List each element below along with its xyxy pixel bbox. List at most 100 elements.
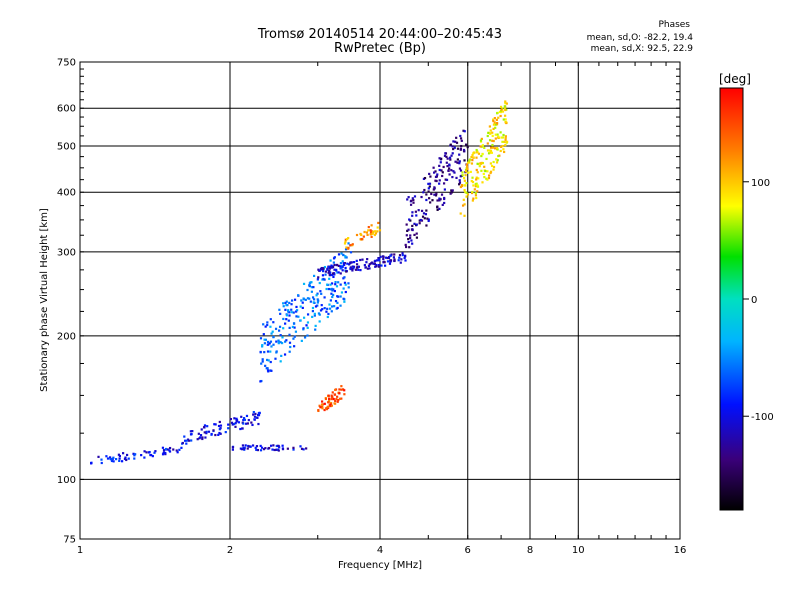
data-point xyxy=(242,418,245,422)
data-point xyxy=(434,170,437,173)
data-point xyxy=(327,401,330,404)
x-tick-label: 4 xyxy=(377,545,383,556)
data-point xyxy=(327,271,330,274)
data-point xyxy=(454,160,457,163)
data-point xyxy=(263,338,266,341)
data-point xyxy=(499,111,502,114)
data-point xyxy=(442,165,445,169)
data-point xyxy=(143,456,146,459)
data-point xyxy=(435,192,438,195)
data-point xyxy=(454,140,457,143)
data-point xyxy=(406,229,409,232)
data-point xyxy=(337,271,340,274)
data-point xyxy=(458,183,461,186)
data-point xyxy=(410,199,413,202)
data-point xyxy=(468,159,471,162)
data-point xyxy=(415,236,419,239)
data-point xyxy=(349,244,352,247)
data-point xyxy=(489,170,493,173)
data-point xyxy=(351,269,354,272)
data-point xyxy=(267,359,270,362)
data-point xyxy=(261,344,264,347)
data-point xyxy=(263,351,266,354)
data-point xyxy=(219,432,222,435)
data-point xyxy=(490,151,494,154)
data-point xyxy=(271,330,274,333)
data-point xyxy=(464,168,468,171)
data-point xyxy=(486,178,489,181)
data-point xyxy=(168,446,172,450)
data-point xyxy=(281,336,284,339)
data-point xyxy=(404,254,407,257)
data-point xyxy=(205,430,208,433)
data-point xyxy=(433,187,436,190)
data-point xyxy=(234,425,237,428)
data-point xyxy=(201,437,204,441)
data-point xyxy=(292,448,295,451)
data-point xyxy=(491,139,494,142)
data-point xyxy=(466,193,470,196)
data-point xyxy=(476,184,479,187)
data-point xyxy=(366,258,369,261)
data-point xyxy=(493,121,496,124)
data-point xyxy=(321,407,324,410)
data-point xyxy=(339,262,343,265)
data-point xyxy=(459,147,463,150)
data-point xyxy=(151,455,154,458)
data-point xyxy=(398,254,402,257)
data-point xyxy=(372,230,375,233)
data-point xyxy=(489,162,492,165)
data-point xyxy=(317,299,320,302)
data-point xyxy=(484,169,487,173)
data-point xyxy=(502,148,505,151)
data-point xyxy=(336,301,339,304)
data-point xyxy=(386,256,389,260)
data-point xyxy=(245,422,248,425)
data-point xyxy=(491,146,495,149)
data-point xyxy=(377,265,381,268)
data-point xyxy=(335,268,338,271)
data-point xyxy=(464,184,467,187)
data-point xyxy=(231,423,234,426)
data-point xyxy=(370,261,374,264)
data-point xyxy=(425,209,428,212)
data-point xyxy=(405,234,408,237)
data-point xyxy=(462,129,465,132)
data-point xyxy=(458,181,462,184)
data-point xyxy=(329,283,332,286)
data-point xyxy=(369,229,372,232)
data-point xyxy=(474,192,477,195)
data-point xyxy=(279,341,282,344)
data-point xyxy=(504,100,507,103)
data-point xyxy=(489,149,493,152)
data-point xyxy=(456,161,459,164)
data-point xyxy=(317,409,320,412)
colorbar-label: [deg] xyxy=(719,72,751,86)
data-point xyxy=(266,321,269,324)
data-point xyxy=(504,108,507,112)
data-point xyxy=(283,353,287,356)
data-point xyxy=(400,258,403,261)
data-point xyxy=(342,297,345,300)
data-point xyxy=(475,178,478,181)
data-point xyxy=(329,271,332,274)
data-point xyxy=(349,251,353,254)
data-point xyxy=(277,329,281,332)
data-point xyxy=(453,146,456,149)
data-point xyxy=(430,192,433,196)
data-point xyxy=(365,261,368,264)
data-point xyxy=(440,193,444,196)
data-point xyxy=(270,345,273,348)
data-point xyxy=(295,315,298,318)
data-point xyxy=(429,175,432,178)
data-point xyxy=(231,446,234,449)
data-point xyxy=(286,447,289,450)
data-point xyxy=(118,454,121,458)
data-point xyxy=(309,281,312,284)
data-point xyxy=(330,394,333,397)
data-point xyxy=(476,171,479,174)
data-point xyxy=(489,132,492,135)
data-point xyxy=(294,330,298,333)
data-point xyxy=(339,283,342,286)
data-point xyxy=(314,324,317,327)
